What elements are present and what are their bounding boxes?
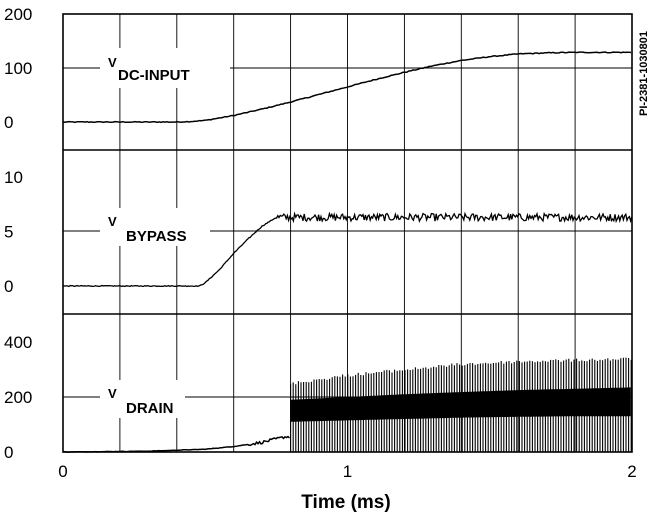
line-vbypass bbox=[62, 211, 633, 288]
series-layer bbox=[62, 51, 633, 453]
series-label-main: V bbox=[108, 386, 117, 401]
plot-border bbox=[62, 13, 633, 453]
series-label-vdrain: V DRAIN bbox=[100, 380, 185, 418]
y-tick-label: 200 bbox=[4, 388, 32, 407]
x-axis-label: Time (ms) bbox=[301, 492, 390, 513]
plot-frame bbox=[62, 13, 633, 453]
series-label-box bbox=[100, 48, 230, 88]
series-label-box bbox=[100, 380, 185, 418]
series-label-vbypass: V BYPASS bbox=[100, 208, 210, 246]
series-label-sub: BYPASS bbox=[126, 228, 187, 245]
series-label-main: V bbox=[108, 214, 117, 229]
line-vdrain-startup bbox=[62, 435, 291, 453]
y-tick-label: 400 bbox=[4, 333, 32, 352]
y-tick-label: 0 bbox=[4, 277, 13, 296]
figure-id: PI-2381-1030801 bbox=[638, 31, 650, 116]
series-label-main: V bbox=[108, 55, 117, 70]
y-tick-label: 100 bbox=[4, 59, 32, 78]
x-tick-labels: 0 1 2 bbox=[58, 462, 636, 481]
y-tick-label: 200 bbox=[4, 5, 32, 24]
series-label-vdc-input: VDC-INPUT bbox=[100, 48, 230, 88]
series-label-sub: DC-INPUT bbox=[118, 67, 190, 84]
x-tick-label: 0 bbox=[58, 462, 67, 481]
x-tick-label: 1 bbox=[343, 462, 352, 481]
y-tick-label: 0 bbox=[4, 443, 13, 462]
series-label-sub: DRAIN bbox=[126, 400, 174, 417]
y-tick-label: 10 bbox=[4, 168, 23, 187]
vdrain-dense-band bbox=[290, 387, 631, 422]
y-tick-label: 0 bbox=[4, 113, 13, 132]
x-tick-label: 2 bbox=[627, 462, 636, 481]
y-tick-label: 5 bbox=[4, 223, 13, 242]
series-label-box bbox=[100, 208, 210, 246]
line-vdc-input bbox=[62, 51, 632, 124]
